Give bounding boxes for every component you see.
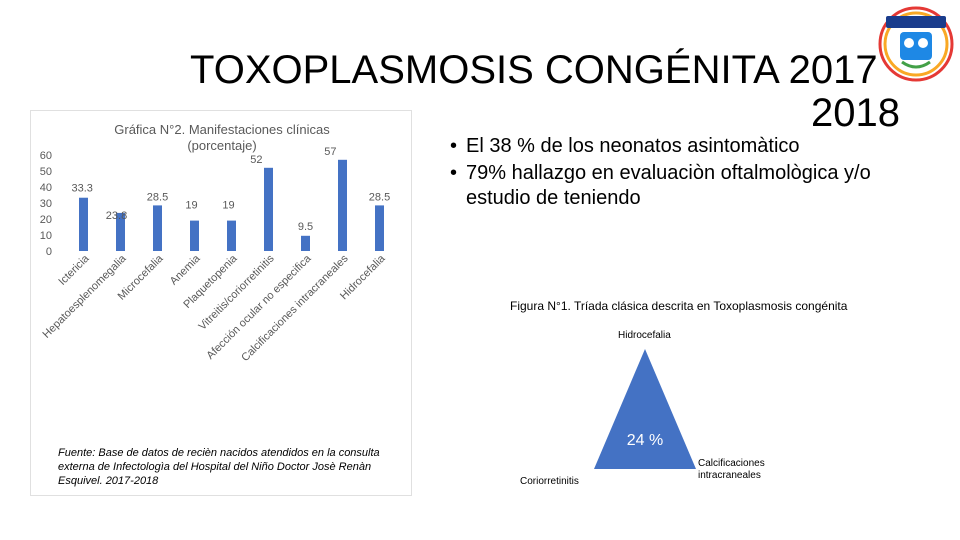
value-label: 28.5 [147, 191, 168, 203]
y-tick-label: 0 [46, 246, 52, 258]
x-axis-labels: IctericiaHepatoesplenomegaliaMicrocefali… [41, 252, 389, 364]
triangle-shape [594, 349, 696, 469]
slide-title-line2: 2018 [811, 91, 900, 135]
chart-frame [30, 110, 412, 496]
triad-top-label: Hidrocefalia [618, 330, 671, 341]
bar [153, 205, 162, 251]
chart-title-line2: (porcentaje) [187, 138, 256, 153]
y-axis: 0 10 20 30 40 50 60 [40, 150, 52, 258]
y-tick-label: 40 [40, 182, 52, 194]
value-label: 52 [250, 154, 262, 166]
chart-source-note: Fuente: Base de datos de recièn nacidos … [58, 447, 380, 487]
value-label: 57 [324, 146, 336, 158]
value-label: 28.5 [369, 191, 390, 203]
bullet-item: 79% hallazgo en evaluaciòn oftalmològica… [450, 161, 930, 211]
triad-figure-title: Figura N°1. Tríada clásica descrita en T… [510, 299, 848, 313]
bullet-list: El 38 % de los neonatos asintomàtico 79%… [450, 134, 930, 213]
chart-title: Gráfica N°2. Manifestaciones clínicas [114, 122, 330, 137]
triad-right-label: Calcificaciones intracraneales [698, 458, 765, 481]
bar [301, 235, 310, 251]
y-tick-label: 50 [40, 166, 52, 178]
bar [79, 197, 88, 251]
bar [227, 220, 236, 251]
value-label: 33.3 [72, 183, 93, 195]
bar [338, 159, 347, 251]
value-label: 9.5 [298, 221, 313, 233]
value-label: 23.8 [106, 210, 127, 222]
bar [264, 167, 273, 251]
bars [79, 159, 384, 251]
value-labels: 33.3 23.8 28.5 19 19 52 9.5 57 28.5 [72, 146, 391, 233]
bar-chart: Gráfica N°2. Manifestaciones clínicas (p… [40, 122, 391, 364]
triad-center-value: 24 % [627, 432, 663, 449]
slide-title-line1: TOXOPLASMOSIS CONGÉNITA 2017 [190, 48, 878, 92]
value-label: 19 [222, 200, 234, 212]
x-tick-label: Anemia [168, 252, 203, 287]
y-tick-label: 30 [40, 198, 52, 210]
y-tick-label: 60 [40, 150, 52, 162]
y-tick-label: 20 [40, 214, 52, 226]
bullet-item: El 38 % de los neonatos asintomàtico [450, 134, 930, 159]
hospital-logo [878, 6, 954, 82]
x-tick-label: Ictericia [56, 252, 92, 288]
bar [190, 220, 199, 251]
triad-left-label: Coriorretinitis [520, 476, 579, 487]
value-label: 19 [185, 200, 197, 212]
bar [116, 212, 125, 251]
bar [375, 205, 384, 251]
y-tick-label: 10 [40, 230, 52, 242]
triad-triangle: 24 % [594, 349, 696, 469]
